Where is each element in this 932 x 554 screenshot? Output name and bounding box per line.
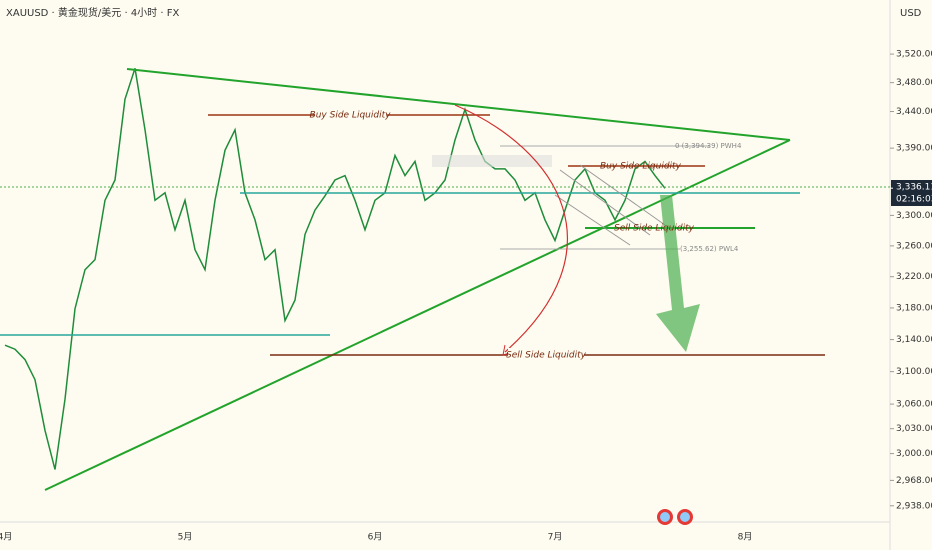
label-bg	[315, 108, 387, 122]
channel	[554, 164, 666, 246]
x-tick-label: 4月	[0, 532, 12, 543]
annotation: 0 (3,394.39) PWH4	[675, 142, 742, 150]
x-tick-label: 7月	[548, 532, 563, 543]
price-badge	[891, 180, 932, 206]
y-tick-label: 3,000.00	[896, 449, 932, 459]
y-tick-label: 3,030.00	[896, 424, 932, 434]
countdown: 02:16:03	[896, 195, 932, 205]
event-icon	[680, 512, 690, 522]
curve-arrow	[454, 104, 568, 353]
y-tick-label: 3,260.00	[896, 241, 932, 251]
y-tick-label: 2,968.00	[896, 476, 932, 486]
y-tick-label: 3,180.00	[896, 303, 932, 313]
y-tick-label: 3,140.00	[896, 335, 932, 345]
y-tick-label: 3,060.00	[896, 400, 932, 410]
x-tick-label: 8月	[738, 532, 753, 543]
y-tick-label: 3,390.00	[896, 144, 932, 154]
y-tick-label: 3,220.00	[896, 272, 932, 282]
current-price-label: 3,336.11	[896, 183, 932, 193]
y-tick-label: 2,938.00	[896, 501, 932, 511]
y-tick-label: 3,520.00	[896, 50, 932, 60]
x-tick-label: 5月	[178, 532, 193, 543]
zone	[432, 155, 552, 167]
label-bg	[508, 348, 584, 362]
trendline	[126, 68, 791, 141]
drawings	[0, 68, 890, 491]
annotation: Buy Side Liquidity	[310, 111, 392, 121]
annotation: Sell Side Liquidity	[506, 351, 587, 361]
y-tick-label: 3,440.00	[896, 107, 932, 117]
annotation: Buy Side Liquidity	[600, 162, 682, 172]
x-tick-label: 6月	[368, 532, 383, 543]
annotation: Sell Side Liquidity	[614, 224, 695, 234]
y-axis-label: USD	[900, 8, 922, 19]
chart-title: XAUUSD · 黄金现货/美元 · 4小时 · FX	[6, 6, 179, 19]
annotation: (3,255.62) PWL4	[680, 245, 739, 253]
forecast-arrow	[656, 195, 700, 352]
event-icon	[660, 512, 670, 522]
y-tick-label: 3,480.00	[896, 78, 932, 88]
y-tick-label: 3,100.00	[896, 367, 932, 377]
y-tick-label: 3,300.00	[896, 211, 932, 221]
event-icons	[657, 509, 693, 525]
price-line-series	[4, 68, 666, 470]
